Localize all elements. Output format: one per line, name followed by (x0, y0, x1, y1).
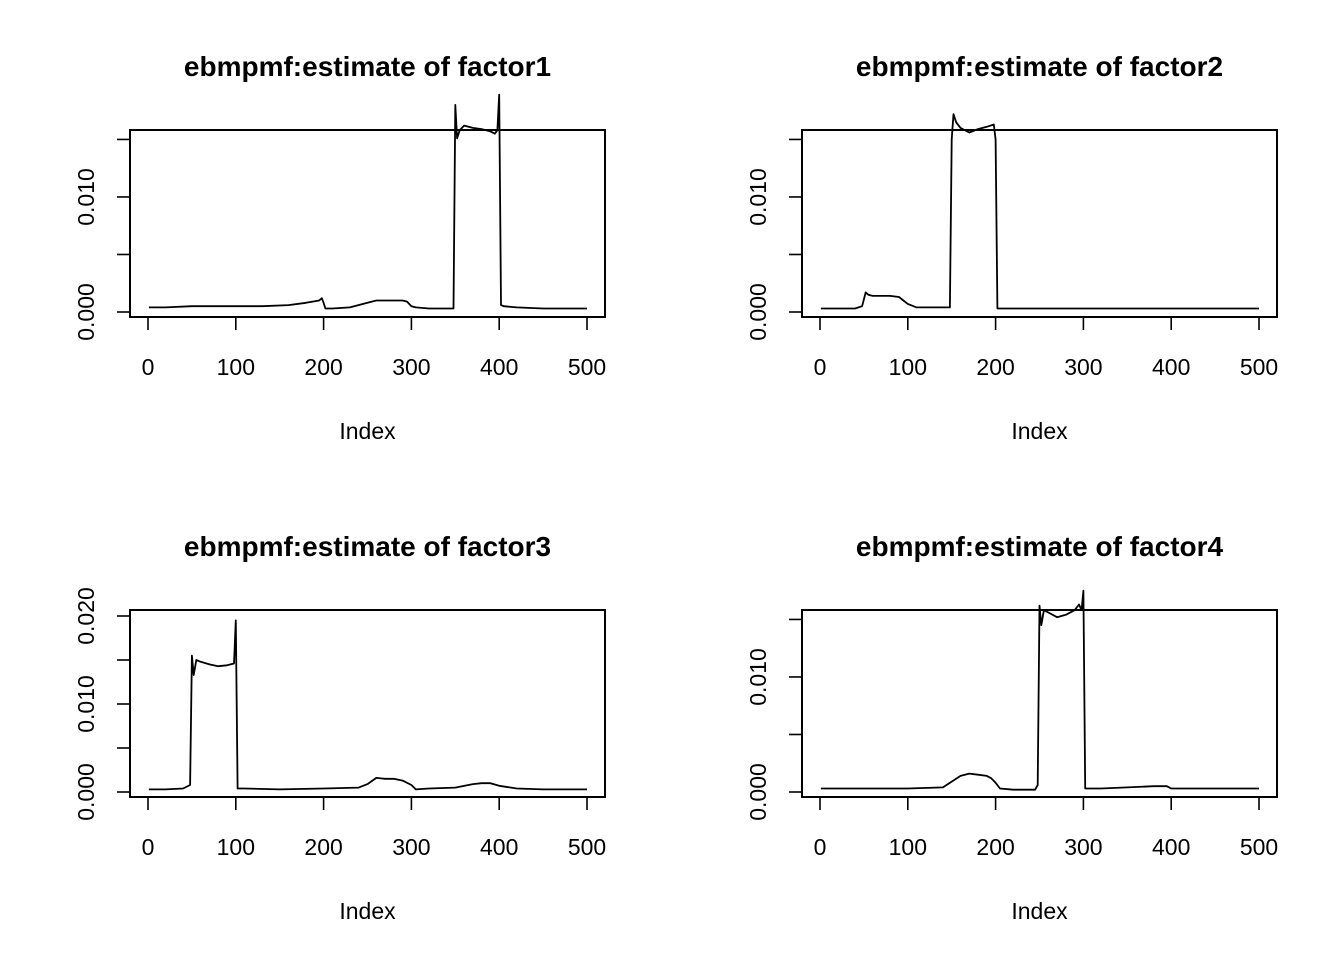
x-tick-label: 100 (889, 354, 927, 380)
chart-panel-factor1: ebmpmf:estimate of factor1 0 100 200 300 400 5… (0, 0, 672, 480)
x-tick-label: 200 (976, 354, 1014, 380)
x-axis-label: Index (339, 898, 396, 924)
x-tick-label: 200 (304, 354, 342, 380)
chart-title: ebmpmf:estimate of factor3 (184, 531, 551, 562)
chart-title: ebmpmf:estimate of factor1 (184, 51, 551, 82)
x-tick-label: 300 (1064, 834, 1102, 860)
chart-svg: ebmpmf:estimate of factor3 0 100 200 300 400 5… (73, 531, 606, 924)
chart-panel-factor3: ebmpmf:estimate of factor3 0 100 200 300 400 5… (0, 480, 672, 960)
x-tick-label: 400 (1152, 834, 1190, 860)
x-tick-label: 100 (217, 834, 255, 860)
x-tick-label: 0 (142, 354, 155, 380)
series-line (148, 93, 587, 310)
y-tick-label: 0.010 (73, 168, 99, 226)
x-tick-label: 0 (142, 834, 155, 860)
x-tick-label: 500 (1240, 354, 1278, 380)
chart-title: ebmpmf:estimate of factor2 (856, 51, 1223, 82)
x-tick-label: 0 (814, 354, 827, 380)
x-tick-label: 200 (976, 834, 1014, 860)
y-tick-label: 0.010 (73, 675, 99, 733)
x-tick-label: 500 (568, 834, 606, 860)
y-tick-label: 0.000 (73, 763, 99, 821)
x-axis-label: Index (1011, 418, 1068, 444)
x-tick-label: 300 (1064, 354, 1102, 380)
plot-frame (801, 129, 1278, 318)
y-tick-label: 0.000 (73, 283, 99, 341)
y-tick-label: 0.000 (745, 283, 771, 341)
x-tick-label: 400 (480, 354, 518, 380)
chart-svg: ebmpmf:estimate of factor2 0 100 200 300 400 5… (745, 51, 1278, 444)
x-tick-label: 100 (217, 354, 255, 380)
y-tick-label: 0.020 (73, 587, 99, 645)
x-tick-label: 0 (814, 834, 827, 860)
plot-frame (129, 129, 606, 318)
series-line (148, 619, 587, 791)
chart-panel-factor2: ebmpmf:estimate of factor2 0 100 200 300 400 5… (672, 0, 1344, 480)
x-tick-label: 500 (568, 354, 606, 380)
chart-svg: ebmpmf:estimate of factor1 0 100 200 300 400 5… (73, 51, 606, 444)
series-line (820, 589, 1259, 791)
y-tick-label: 0.000 (745, 763, 771, 821)
chart-panel-factor4: ebmpmf:estimate of factor4 0 100 200 300 400 5… (672, 480, 1344, 960)
x-tick-label: 300 (392, 354, 430, 380)
series-line (820, 113, 1259, 310)
chart-title: ebmpmf:estimate of factor4 (856, 531, 1224, 562)
x-tick-label: 200 (304, 834, 342, 860)
x-tick-label: 500 (1240, 834, 1278, 860)
plot-frame (129, 609, 606, 798)
x-tick-label: 100 (889, 834, 927, 860)
x-axis-label: Index (1011, 898, 1068, 924)
x-axis-label: Index (339, 418, 396, 444)
x-tick-label: 400 (480, 834, 518, 860)
x-tick-label: 300 (392, 834, 430, 860)
x-tick-label: 400 (1152, 354, 1190, 380)
chart-svg: ebmpmf:estimate of factor4 0 100 200 300 400 5… (745, 531, 1278, 924)
y-tick-label: 0.010 (745, 648, 771, 706)
y-tick-label: 0.010 (745, 168, 771, 226)
